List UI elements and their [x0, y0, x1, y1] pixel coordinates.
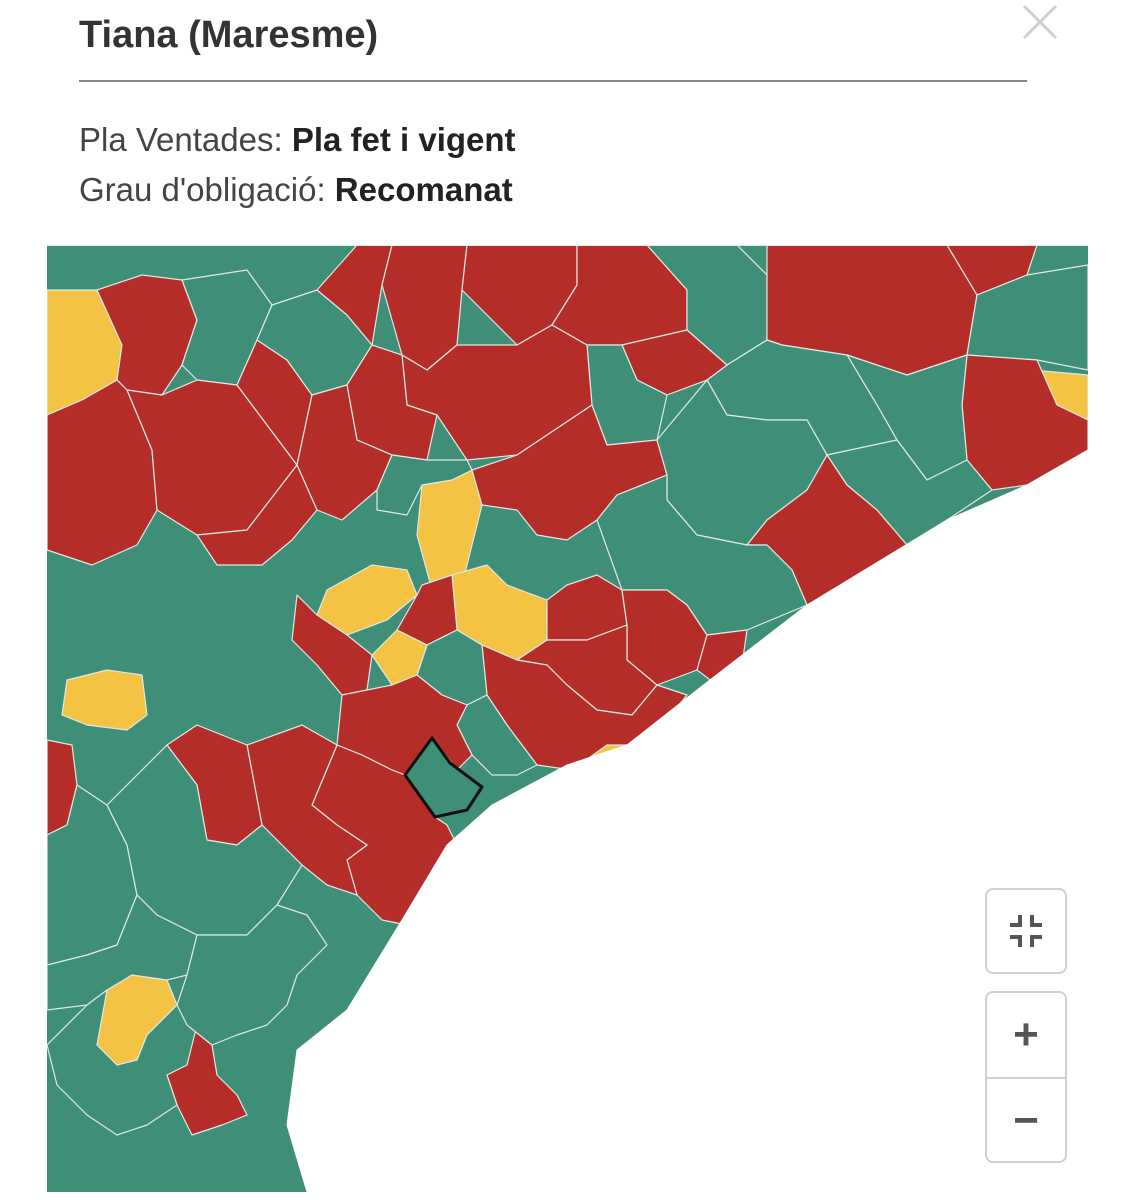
exit-fullscreen-icon	[1010, 915, 1042, 947]
selected-municipality-tiana[interactable]	[403, 736, 484, 819]
title-divider	[79, 80, 1027, 82]
info-popup: Tiana (Maresme) Pla Ventades: Pla fet i …	[47, 0, 1088, 246]
close-button[interactable]	[1020, 2, 1060, 42]
fullscreen-button[interactable]	[987, 890, 1065, 972]
map-card: Tiana (Maresme) Pla Ventades: Pla fet i …	[47, 0, 1088, 1192]
municipality-region[interactable]	[61, 669, 148, 731]
popup-title: Tiana (Maresme)	[79, 14, 379, 56]
municipality-region[interactable]	[96, 274, 198, 396]
obligation-label: Grau d'obligació:	[79, 171, 335, 208]
fullscreen-control	[985, 888, 1067, 974]
plan-status-label: Pla Ventades:	[79, 121, 292, 158]
plan-status-line: Pla Ventades: Pla fet i vigent	[79, 120, 516, 160]
obligation-value: Recomanat	[334, 171, 513, 208]
obligation-line: Grau d'obligació: Recomanat	[79, 170, 513, 210]
municipality-region[interactable]	[196, 464, 318, 566]
municipality-region[interactable]	[47, 989, 198, 1136]
municipality-map[interactable]	[47, 245, 1088, 1192]
municipality-region[interactable]	[176, 904, 328, 1046]
municipality-region[interactable]	[371, 629, 428, 686]
municipality-region[interactable]	[376, 454, 473, 516]
sea-area	[286, 449, 1088, 1192]
zoom-control: + −	[985, 991, 1067, 1163]
plan-status-value: Pla fet i vigent	[291, 121, 516, 158]
close-icon	[1022, 4, 1058, 40]
zoom-in-button[interactable]: +	[987, 993, 1065, 1079]
zoom-out-button[interactable]: −	[1013, 1096, 1039, 1145]
